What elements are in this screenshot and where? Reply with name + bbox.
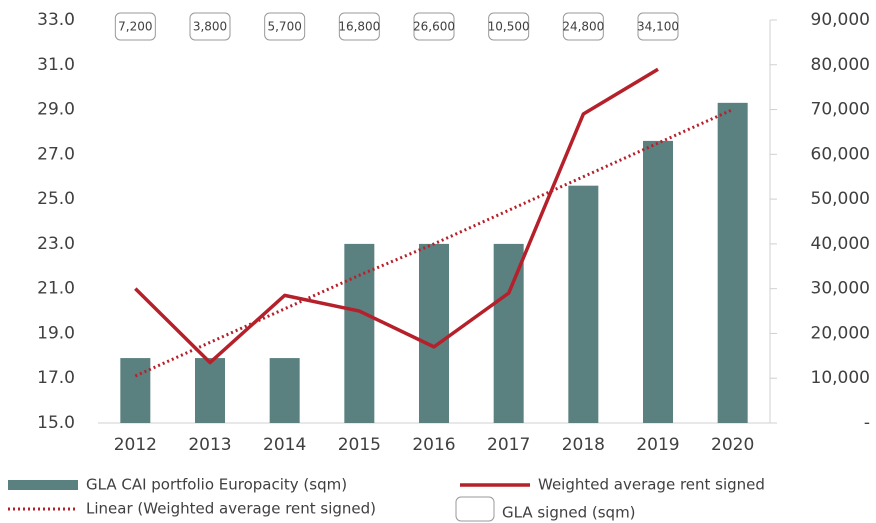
- value-label: 24,800: [562, 20, 604, 34]
- label-box: [637, 12, 679, 41]
- legend-swatch: [8, 480, 78, 490]
- bar: [568, 185, 599, 423]
- y2-tick-label: 60,000: [811, 144, 870, 164]
- value-label: 34,100: [637, 20, 679, 34]
- legend-label: Weighted average rent signed: [538, 476, 765, 494]
- legend-swatch: [455, 496, 495, 522]
- y2-tick-label: -: [864, 413, 870, 433]
- y-tick-label: 31.0: [37, 55, 75, 75]
- label-box: [264, 12, 306, 41]
- y-tick-label: 15.0: [37, 413, 75, 433]
- y2-tick-label: 40,000: [811, 234, 870, 254]
- label-box: [488, 12, 530, 41]
- y2-tick-label: 20,000: [811, 323, 870, 343]
- label-box: [562, 12, 604, 41]
- legend-label: Linear (Weighted average rent signed): [86, 500, 376, 518]
- x-tick-label: 2015: [338, 435, 381, 455]
- x-tick-label: 2018: [562, 435, 605, 455]
- x-tick-label: 2014: [263, 435, 306, 455]
- bar: [643, 140, 673, 423]
- bar: [717, 102, 748, 423]
- value-label: 26,600: [413, 20, 455, 34]
- label-box: [338, 12, 380, 41]
- y-tick-label: 23.0: [37, 234, 75, 254]
- value-label: 16,800: [338, 20, 380, 34]
- bar: [269, 358, 300, 423]
- x-tick-label: 2019: [636, 435, 679, 455]
- x-tick-label: 2017: [487, 435, 530, 455]
- y-tick-label: 29.0: [37, 100, 75, 120]
- x-tick-label: 2012: [114, 435, 157, 455]
- y-tick-label: 27.0: [37, 144, 75, 164]
- y2-tick-label: 90,000: [811, 10, 870, 30]
- y-tick-label: 19.0: [37, 323, 75, 343]
- y2-tick-label: 80,000: [811, 55, 870, 75]
- legend-label: GLA signed (sqm): [502, 504, 636, 522]
- value-label: 3,800: [193, 20, 227, 34]
- bar: [419, 243, 449, 423]
- y-tick-label: 25.0: [37, 189, 75, 209]
- label-box: [114, 12, 156, 41]
- x-tick-label: 2016: [412, 435, 455, 455]
- bar: [120, 358, 151, 423]
- y-tick-label: 17.0: [37, 368, 75, 388]
- y2-tick-label: 10,000: [811, 368, 870, 388]
- value-label: 7,200: [118, 20, 152, 34]
- value-label: 5,700: [267, 20, 301, 34]
- bar: [195, 358, 225, 423]
- bar: [344, 243, 375, 423]
- line: [134, 67, 659, 365]
- label-box: [413, 12, 455, 41]
- label-box: [189, 12, 231, 41]
- legend-label: GLA CAI portfolio Europacity (sqm): [86, 476, 347, 494]
- bar: [493, 243, 524, 423]
- trend-line: [134, 108, 734, 378]
- y-tick-label: 33.0: [37, 10, 75, 30]
- x-tick-label: 2020: [711, 435, 754, 455]
- value-label: 10,500: [488, 20, 530, 34]
- y-tick-label: 21.0: [37, 279, 75, 299]
- y2-tick-label: 30,000: [811, 279, 870, 299]
- y2-tick-label: 70,000: [811, 100, 870, 120]
- x-tick-label: 2013: [188, 435, 231, 455]
- y2-tick-label: 50,000: [811, 189, 870, 209]
